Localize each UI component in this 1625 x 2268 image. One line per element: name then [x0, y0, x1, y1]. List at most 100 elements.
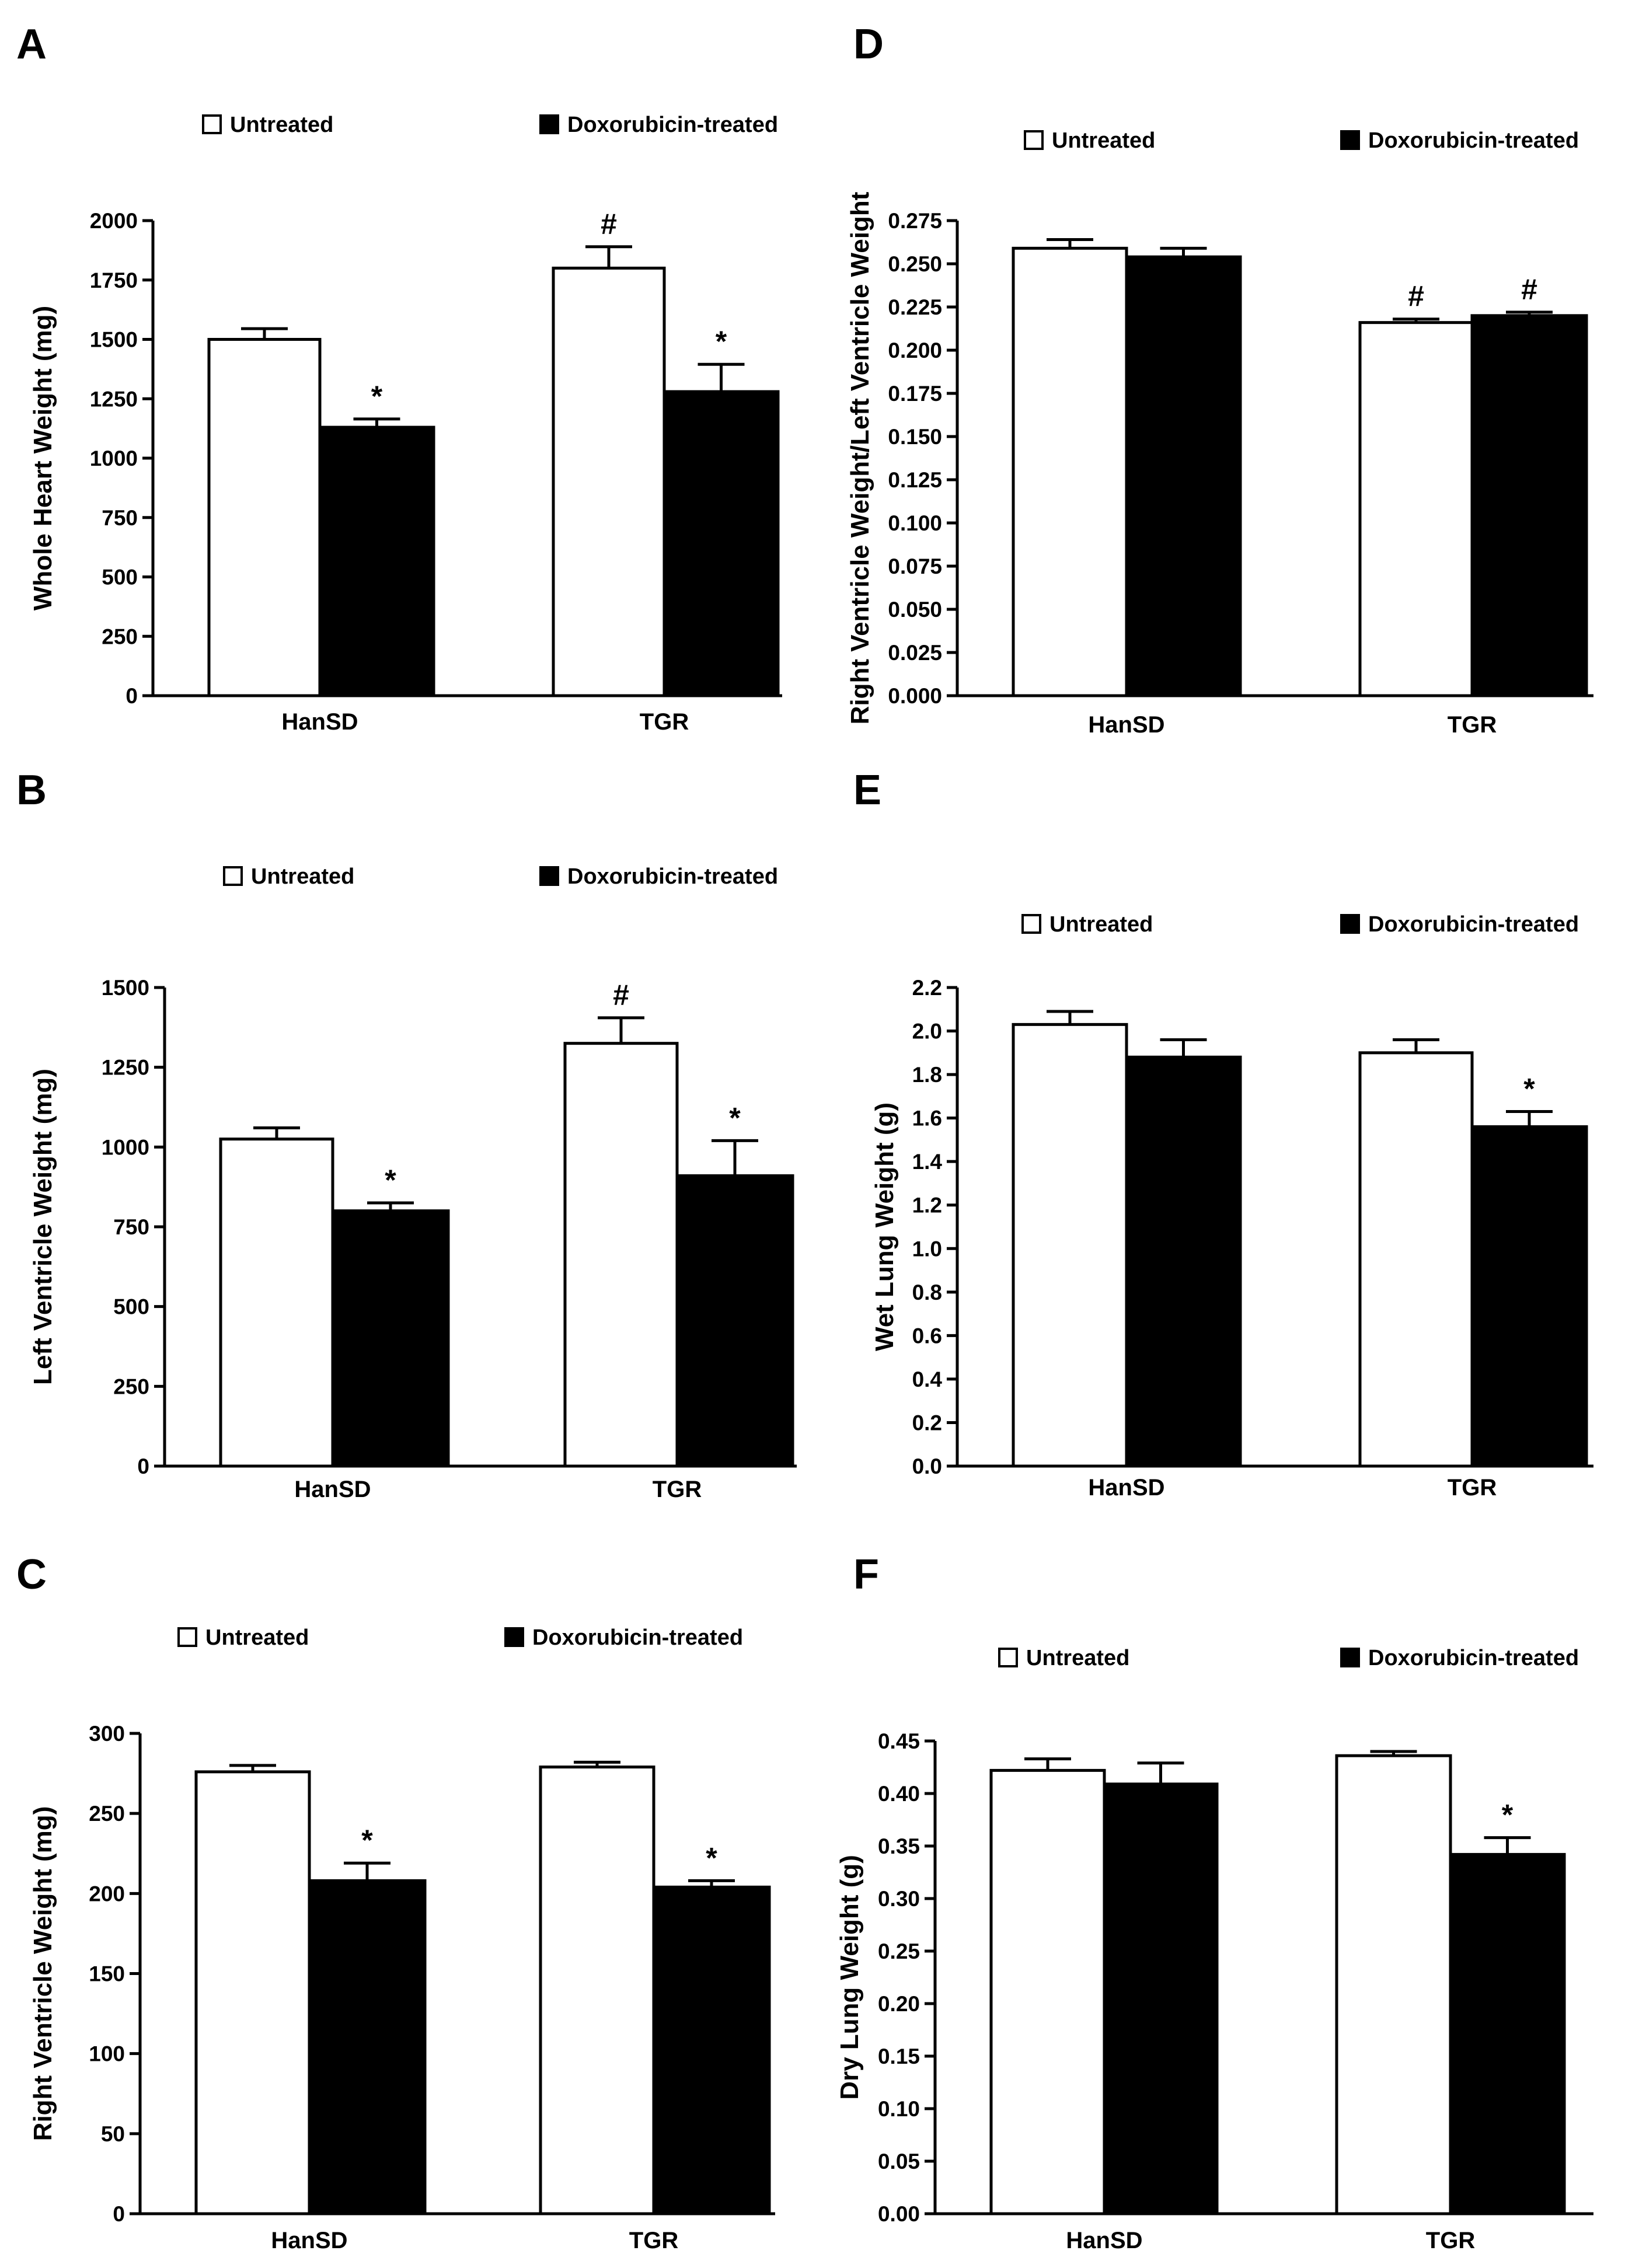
significance-mark: *: [706, 1841, 717, 1874]
y-tick-label: 1.0: [912, 1237, 942, 1261]
y-tick-label: 0.15: [878, 2044, 920, 2068]
y-tick-label: 2000: [90, 209, 138, 233]
y-axis-title: Left Ventricle Weight (mg): [29, 1069, 57, 1385]
bar-tgr-treated: [1449, 1852, 1566, 2215]
y-axis-title: Whole Heart Weight (mg): [29, 306, 57, 610]
panel-c: C Untreated Doxorubicin-treated 0 50 100 150 20…: [16, 1551, 775, 2253]
significance-mark: #: [1521, 273, 1537, 306]
y-tick-label: 0.100: [888, 511, 942, 535]
y-tick-label: 2.2: [912, 976, 942, 1000]
bar-tgr-treated: [675, 1174, 794, 1468]
bar-hansd-treated: [331, 1209, 450, 1468]
legend-swatch-treated: [504, 1627, 524, 1647]
y-tick-label: 0.45: [878, 1729, 920, 1753]
bar-tgr-untreated: [1335, 1754, 1452, 2215]
bar-hansd-untreated: [194, 1770, 311, 2215]
y-axis-title: Right Ventricle Weight/Left Ventricle We…: [846, 191, 874, 724]
bar-hansd-untreated: [1012, 246, 1128, 697]
y-tick-label: 1.4: [912, 1150, 943, 1174]
y-tick-label: 750: [102, 506, 138, 530]
y-tick-label: 0.8: [912, 1280, 942, 1304]
bar-hansd-treated: [1103, 1782, 1219, 2215]
x-tick-label: TGR: [653, 1477, 702, 1502]
y-tick-label: 300: [89, 1722, 125, 1746]
bar-tgr-untreated: [1358, 1051, 1474, 1468]
y-tick-label: 0.250: [888, 252, 942, 276]
x-tick-label: TGR: [1448, 1475, 1497, 1501]
y-tick-label: 0.125: [888, 468, 942, 492]
significance-mark: *: [371, 380, 383, 413]
y-tick-label: 1250: [90, 387, 138, 411]
bar-tgr-untreated: [1358, 321, 1474, 697]
bar-tgr-treated: [662, 390, 780, 697]
bar-tgr-treated: [652, 1885, 771, 2215]
y-tick-label: 0.075: [888, 554, 942, 578]
y-tick-label: 1.2: [912, 1194, 942, 1217]
y-tick-label: 0.000: [888, 684, 942, 708]
legend-label: Untreated: [230, 113, 333, 137]
bar-hansd-treated: [318, 425, 435, 697]
legend-label: Doxorubicin-treated: [567, 113, 778, 137]
y-axis-title: Dry Lung Weight (g): [835, 1855, 864, 2100]
x-tick-label: TGR: [629, 2228, 679, 2253]
y-tick-label: 2.0: [912, 1020, 942, 1044]
bar-tgr-treated: [1470, 1125, 1588, 1468]
x-tick-label: HanSD: [1088, 712, 1164, 738]
y-tick-label: 750: [113, 1215, 149, 1239]
legend-swatch-treated: [539, 866, 559, 886]
legend-swatch-untreated: [998, 1648, 1018, 1667]
y-tick-label: 1000: [90, 446, 138, 470]
y-tick-label: 150: [89, 1962, 125, 1986]
panel-f: F Untreated Doxorubicin-treated 0.00 0.05 0.1…: [835, 1551, 1593, 2253]
y-tick-label: 0.025: [888, 641, 942, 665]
y-tick-label: 200: [89, 1882, 125, 1906]
y-tick-label: 0: [125, 684, 138, 708]
y-tick-label: 0.2: [912, 1411, 942, 1435]
y-tick-label: 0: [113, 2202, 125, 2226]
bar-hansd-untreated: [1012, 1023, 1128, 1468]
panel-a: A Untreated Doxorubicin-treated 0 250 500 750 1…: [16, 21, 782, 735]
y-tick-label: 500: [113, 1295, 149, 1319]
panel-e: E Untreated Doxorubicin-treated 0.0 0.2 0.4 0.…: [853, 767, 1593, 1501]
legend-swatch-treated: [1340, 1648, 1360, 1667]
bar-tgr-untreated: [539, 1765, 655, 2215]
y-axis-title: Right Ventricle Weight (mg): [29, 1806, 57, 2141]
y-tick-label: 0.200: [888, 339, 942, 362]
legend-label: Doxorubicin-treated: [1368, 1646, 1579, 1670]
legend-label: Doxorubicin-treated: [567, 864, 778, 889]
bar-hansd-untreated: [207, 338, 322, 697]
x-tick-label: HanSD: [294, 1477, 371, 1502]
x-tick-label: HanSD: [1066, 2228, 1142, 2253]
legend-label: Doxorubicin-treated: [1368, 128, 1579, 153]
panel-d: D Untreated Doxorubicin-treated 0.000 0.025 0…: [846, 21, 1593, 738]
significance-mark: *: [1523, 1072, 1535, 1105]
bar-tgr-untreated: [563, 1042, 679, 1468]
y-tick-label: 0.05: [878, 2150, 920, 2173]
legend-label: Untreated: [1052, 128, 1155, 153]
legend-swatch-untreated: [223, 866, 243, 886]
y-tick-label: 250: [113, 1374, 149, 1398]
y-tick-label: 50: [101, 2122, 125, 2146]
panel-letter: A: [16, 21, 47, 68]
x-tick-label: HanSD: [271, 2228, 347, 2253]
legend-label: Untreated: [251, 864, 354, 889]
y-tick-label: 250: [89, 1802, 125, 1826]
y-tick-label: 0.35: [878, 1834, 920, 1858]
significance-mark: #: [1408, 280, 1424, 313]
x-tick-label: TGR: [640, 709, 689, 735]
x-tick-label: TGR: [1448, 712, 1497, 738]
y-tick-label: 0.25: [878, 1939, 920, 1963]
legend-swatch-treated: [539, 114, 559, 134]
y-tick-label: 0.275: [888, 209, 942, 233]
y-tick-label: 1250: [102, 1056, 149, 1080]
y-tick-label: 250: [102, 624, 138, 648]
x-tick-label: HanSD: [281, 709, 358, 735]
y-tick-label: 1750: [90, 268, 138, 292]
y-tick-label: 0.0: [912, 1454, 942, 1478]
legend-swatch-untreated: [177, 1627, 197, 1647]
y-tick-label: 1500: [102, 976, 149, 1000]
bar-hansd-treated: [1125, 1055, 1242, 1468]
legend-label: Untreated: [1026, 1646, 1129, 1670]
y-tick-label: 0.150: [888, 425, 942, 449]
